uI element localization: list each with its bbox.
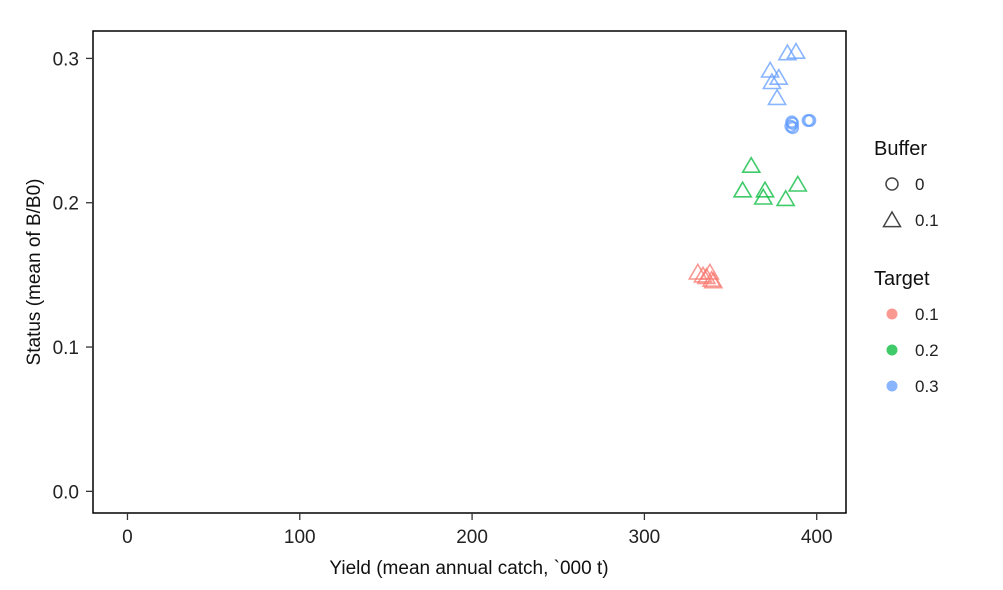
x-tick-label: 400 [801,527,833,548]
data-marks [687,42,817,289]
x-axis: 0 100 200 300 400 [122,513,833,548]
x-tick-label: 300 [629,527,661,548]
legend-label: 0.2 [915,341,939,360]
y-tick-label: 0.2 [53,194,79,215]
data-point-triangle [687,262,708,280]
legend-label: 0.1 [915,305,939,324]
y-tick-label: 0.3 [53,49,79,70]
data-point-triangle [693,265,713,283]
data-point-triangle [732,180,753,198]
data-point-triangle [741,156,762,173]
data-point-triangle [767,88,787,106]
data-point-triangle [786,42,806,60]
legend-label: 0 [915,175,924,194]
data-point-circle [786,121,800,135]
data-point-triangle [755,180,775,198]
data-point-triangle [787,174,808,192]
panel-border [92,30,847,514]
data-point-triangle [775,189,796,207]
x-tick-label: 0 [122,527,133,548]
data-point-triangle [703,271,724,289]
legend-key-color [886,308,898,320]
data-point-circle [786,116,800,130]
legend-title: Buffer [874,138,927,160]
x-tick-label: 100 [284,527,316,548]
legend-key-circle [885,177,899,191]
x-tick-label: 200 [456,527,488,548]
legend-title: Target [874,268,930,290]
y-axis-title: Status (mean of B/B0) [24,179,45,366]
y-tick-label: 0.1 [53,338,79,359]
legend-key-color [886,344,898,356]
legend-label: 0.3 [915,377,939,396]
legend: Buffer 0 0.1 Target 0.1 0.2 0.3 [874,138,939,396]
y-tick-label: 0.0 [53,482,79,503]
legend-label: 0.1 [915,211,939,230]
y-axis: 0.0 0.1 0.2 0.3 [53,49,93,503]
legend-key-color [886,380,898,392]
data-point-triangle [768,68,789,85]
data-point-triangle [762,72,782,90]
data-point-circle [803,113,817,127]
legend-key-triangle [882,210,902,228]
x-axis-title: Yield (mean annual catch, `000 t) [329,558,608,579]
